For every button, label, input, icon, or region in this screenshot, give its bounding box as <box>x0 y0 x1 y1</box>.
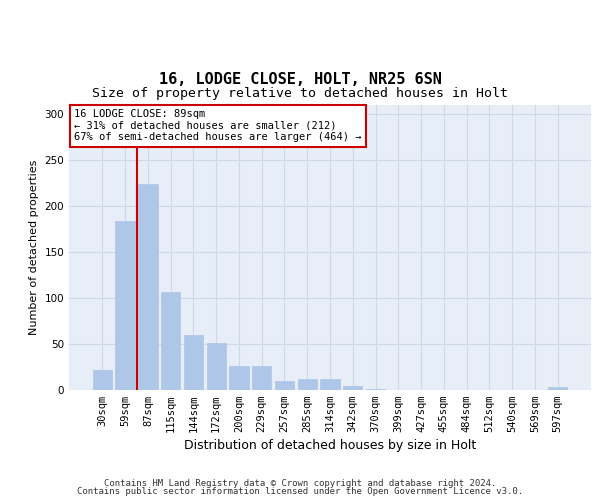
Text: 16 LODGE CLOSE: 89sqm
← 31% of detached houses are smaller (212)
67% of semi-det: 16 LODGE CLOSE: 89sqm ← 31% of detached … <box>74 110 362 142</box>
Bar <box>548 387 567 390</box>
Bar <box>93 370 112 390</box>
Bar <box>320 379 340 390</box>
Bar <box>275 381 294 390</box>
Text: Contains HM Land Registry data © Crown copyright and database right 2024.: Contains HM Land Registry data © Crown c… <box>104 478 496 488</box>
Bar <box>138 184 158 390</box>
Y-axis label: Number of detached properties: Number of detached properties <box>29 160 39 335</box>
Bar <box>252 366 271 390</box>
Bar <box>366 389 385 390</box>
Bar <box>229 366 248 390</box>
Text: 16, LODGE CLOSE, HOLT, NR25 6SN: 16, LODGE CLOSE, HOLT, NR25 6SN <box>158 72 442 88</box>
X-axis label: Distribution of detached houses by size in Holt: Distribution of detached houses by size … <box>184 440 476 452</box>
Bar <box>184 335 203 390</box>
Text: Contains public sector information licensed under the Open Government Licence v3: Contains public sector information licen… <box>77 487 523 496</box>
Bar <box>298 379 317 390</box>
Bar <box>206 343 226 390</box>
Text: Size of property relative to detached houses in Holt: Size of property relative to detached ho… <box>92 87 508 100</box>
Bar <box>161 292 181 390</box>
Bar <box>343 386 362 390</box>
Bar <box>115 221 135 390</box>
